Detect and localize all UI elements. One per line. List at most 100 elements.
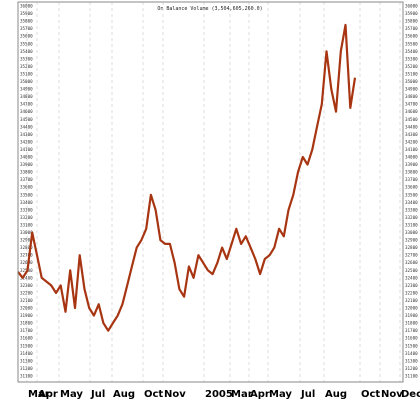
y-tick-label-right: 33400: [405, 200, 418, 205]
y-tick-label-left: 35400: [20, 49, 33, 54]
y-tick-label-left: 32900: [20, 238, 33, 243]
y-tick-label-right: 35100: [405, 71, 418, 76]
y-tick-label-left: 33100: [20, 222, 33, 227]
y-tick-label-left: 31700: [20, 328, 33, 333]
y-tick-label-right: 35300: [405, 56, 418, 61]
y-tick-label-left: 33400: [20, 200, 33, 205]
x-tick-label: Apr: [38, 389, 58, 400]
y-tick-label-left: 35300: [20, 56, 33, 61]
x-tick-label: Oct: [361, 389, 380, 400]
x-tick-label: Mar: [28, 389, 50, 400]
x-tick-label: Apr: [250, 389, 270, 400]
y-tick-label-right: 31900: [405, 313, 418, 318]
y-tick-label-right: 34700: [405, 102, 418, 107]
y-tick-label-left: 34400: [20, 124, 33, 129]
y-tick-label-left: 35700: [20, 26, 33, 31]
y-tick-label-right: 33500: [405, 192, 418, 197]
y-tick-label-left: 34800: [20, 94, 33, 99]
y-tick-label-left: 33900: [20, 162, 33, 167]
y-tick-label-left: 31300: [20, 358, 33, 363]
y-tick-label-left: 31900: [20, 313, 33, 318]
y-tick-label-left: 35900: [20, 11, 33, 16]
y-tick-label-left: 32600: [20, 260, 33, 265]
y-tick-label-left: 35600: [20, 34, 33, 39]
y-tick-label-left: 33500: [20, 192, 33, 197]
y-tick-label-right: 34800: [405, 94, 418, 99]
y-tick-label-right: 35700: [405, 26, 418, 31]
y-tick-label-right: 35600: [405, 34, 418, 39]
x-tick-label: Aug: [325, 389, 347, 400]
y-tick-label-right: 31600: [405, 336, 418, 341]
y-tick-label-right: 32200: [405, 290, 418, 295]
y-tick-label-right: 32800: [405, 245, 418, 250]
y-tick-label-right: 32600: [405, 260, 418, 265]
y-tick-label-right: 35800: [405, 19, 418, 24]
y-tick-label-left: 33800: [20, 170, 33, 175]
y-tick-label-right: 35000: [405, 79, 418, 84]
y-tick-label-right: 35200: [405, 64, 418, 69]
y-tick-label-left: 31800: [20, 321, 33, 326]
x-tick-label: Nov: [164, 389, 186, 400]
y-tick-label-right: 36000: [405, 4, 418, 9]
y-tick-label-right: 32100: [405, 298, 418, 303]
y-tick-label-left: 32100: [20, 298, 33, 303]
y-tick-label-right: 34000: [405, 155, 418, 160]
y-tick-label-left: 34200: [20, 139, 33, 144]
plot-frame: [17, 1, 404, 383]
y-tick-label-right: 34900: [405, 87, 418, 92]
y-tick-label-right: 34400: [405, 124, 418, 129]
y-tick-label-left: 34000: [20, 155, 33, 160]
x-tick-label: May: [60, 389, 83, 400]
y-tick-label-left: 31200: [20, 366, 33, 371]
y-tick-label-left: 34100: [20, 147, 33, 152]
y-tick-label-left: 33000: [20, 230, 33, 235]
y-tick-label-right: 33600: [405, 185, 418, 190]
y-tick-label-left: 35100: [20, 71, 33, 76]
y-tick-label-right: 32700: [405, 253, 418, 258]
y-tick-label-right: 33700: [405, 177, 418, 182]
y-tick-label-right: 31800: [405, 321, 418, 326]
y-tick-label-left: 34500: [20, 117, 33, 122]
y-tick-label-right: 34500: [405, 117, 418, 122]
obv-line: [17, 23, 357, 332]
y-tick-label-left: 34600: [20, 109, 33, 114]
y-tick-label-right: 33000: [405, 230, 418, 235]
gridlines: [26, 2, 401, 382]
y-axis-right: 36000 35900 35800 35700 35600 35500 35400 35300…: [405, 4, 418, 379]
y-tick-label-right: 31700: [405, 328, 418, 333]
y-tick-label-right: 33800: [405, 170, 418, 175]
y-tick-label-left: 33600: [20, 185, 33, 190]
y-tick-label-left: 34300: [20, 132, 33, 137]
x-tick-label: Dec: [401, 389, 420, 400]
y-tick-label-left: 32300: [20, 283, 33, 288]
y-tick-label-right: 33900: [405, 162, 418, 167]
y-tick-label-right: 34600: [405, 109, 418, 114]
y-tick-label-left: 35000: [20, 79, 33, 84]
y-axis-left: 36000 35900 35800 35700 35600 35500 35400 35300…: [20, 4, 33, 379]
y-tick-label-right: 32000: [405, 306, 418, 311]
y-tick-label-right: 31500: [405, 343, 418, 348]
y-tick-label-left: 32400: [20, 275, 33, 280]
y-tick-label-left: 32800: [20, 245, 33, 250]
y-tick-label-left: 32200: [20, 290, 33, 295]
y-tick-label-right: 31200: [405, 366, 418, 371]
y-tick-label-right: 32400: [405, 275, 418, 280]
y-tick-label-left: 35800: [20, 19, 33, 24]
x-tick-label: May: [269, 389, 292, 400]
x-tick-label: Aug: [113, 389, 135, 400]
y-tick-label-right: 35400: [405, 49, 418, 54]
y-tick-label-left: 36000: [20, 4, 33, 9]
y-tick-label-right: 32300: [405, 283, 418, 288]
y-tick-label-left: 32700: [20, 253, 33, 258]
y-tick-label-right: 32500: [405, 268, 418, 273]
y-tick-label-right: 35500: [405, 41, 418, 46]
y-tick-label-right: 33200: [405, 215, 418, 220]
y-tick-label-left: 32000: [20, 306, 33, 311]
y-tick-label-right: 31100: [405, 374, 418, 379]
y-tick-label-right: 34300: [405, 132, 418, 137]
y-tick-label-right: 34100: [405, 147, 418, 152]
y-tick-label-left: 33200: [20, 215, 33, 220]
y-tick-label-right: 35900: [405, 11, 418, 16]
y-tick-label-left: 33700: [20, 177, 33, 182]
